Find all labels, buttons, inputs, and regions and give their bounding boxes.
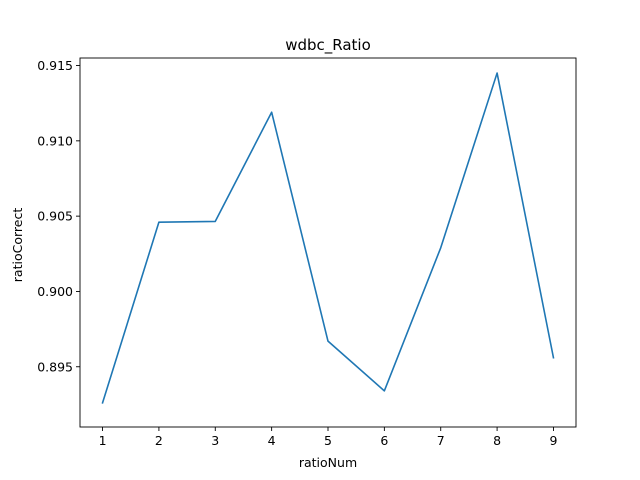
x-tick-label: 5 [324,433,332,448]
y-tick-label: 0.900 [37,284,73,299]
x-tick-label: 4 [268,433,276,448]
x-tick-label: 7 [437,433,445,448]
chart-title: wdbc_Ratio [285,36,371,55]
x-tick-label: 6 [380,433,388,448]
y-tick-label: 0.910 [37,133,73,148]
y-axis-label: ratioCorrect [10,208,25,283]
y-tick-label: 0.915 [37,58,73,73]
x-axis-label: ratioNum [299,455,357,470]
x-tick-label: 3 [211,433,219,448]
x-tick-label: 8 [493,433,501,448]
x-tick-label: 1 [99,433,107,448]
series-line-1 [101,72,555,404]
x-tick-label: 2 [155,433,163,448]
y-tick-label: 0.905 [37,209,73,224]
y-tick-label: 0.895 [37,359,73,374]
plot-area: 1 2 3 4 5 6 7 8 9 0.895 0.900 0.905 0.910 0.915 [37,57,577,448]
x-tick-label: 9 [549,433,557,448]
